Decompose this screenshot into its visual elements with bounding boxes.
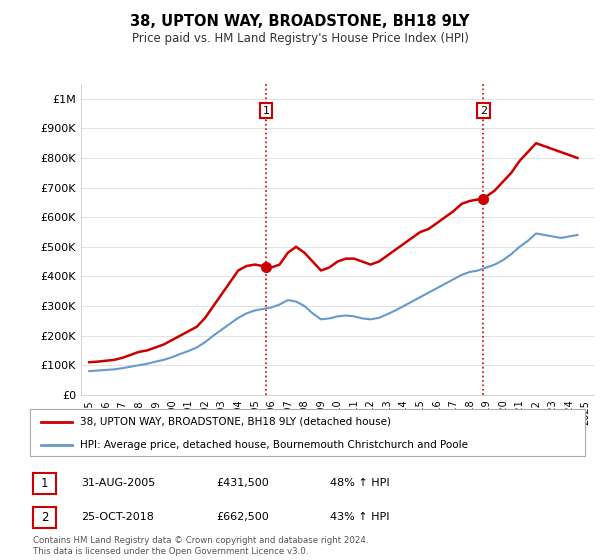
Text: 38, UPTON WAY, BROADSTONE, BH18 9LY: 38, UPTON WAY, BROADSTONE, BH18 9LY (130, 14, 470, 29)
Text: 48% ↑ HPI: 48% ↑ HPI (330, 478, 389, 488)
Text: 2: 2 (480, 106, 487, 116)
Text: 31-AUG-2005: 31-AUG-2005 (81, 478, 155, 488)
Text: 43% ↑ HPI: 43% ↑ HPI (330, 512, 389, 522)
Text: £431,500: £431,500 (216, 478, 269, 488)
Text: 1: 1 (41, 477, 48, 490)
Text: 38, UPTON WAY, BROADSTONE, BH18 9LY (detached house): 38, UPTON WAY, BROADSTONE, BH18 9LY (det… (80, 417, 391, 427)
Text: 2: 2 (41, 511, 48, 524)
Text: HPI: Average price, detached house, Bournemouth Christchurch and Poole: HPI: Average price, detached house, Bour… (80, 440, 468, 450)
Text: Price paid vs. HM Land Registry's House Price Index (HPI): Price paid vs. HM Land Registry's House … (131, 32, 469, 45)
Text: £662,500: £662,500 (216, 512, 269, 522)
Text: 1: 1 (262, 106, 269, 116)
Text: 25-OCT-2018: 25-OCT-2018 (81, 512, 154, 522)
Text: Contains HM Land Registry data © Crown copyright and database right 2024.
This d: Contains HM Land Registry data © Crown c… (33, 536, 368, 556)
